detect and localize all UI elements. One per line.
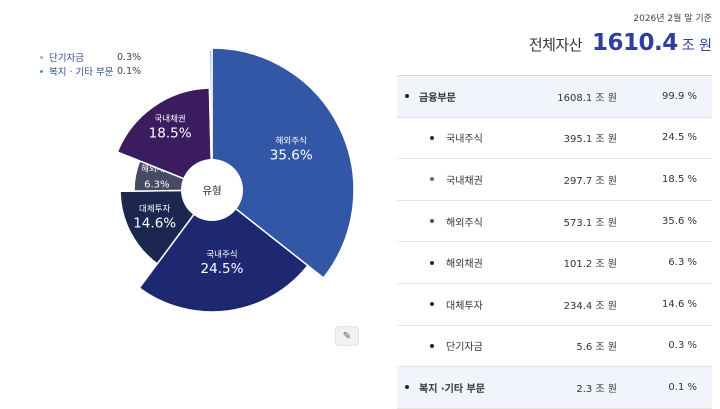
slice-value-label: 24.5%	[201, 261, 244, 277]
legend-dot-icon	[40, 55, 43, 59]
total-value: 1610.4	[592, 30, 678, 56]
row-name-cell: 해외채권	[397, 255, 507, 270]
row-name: 금융부문	[419, 92, 456, 104]
row-amount: 395.1 조 원	[563, 134, 617, 146]
legend-value: 0.3%	[117, 51, 142, 63]
row-amount: 573.1 조 원	[563, 217, 617, 229]
row-amount: 5.6 조 원	[576, 342, 617, 354]
table-row: 해외채권 101.2 조 원 6.3 %	[397, 242, 712, 284]
row-amount: 234.4 조 원	[563, 300, 617, 312]
row-name-cell: 대체투자	[397, 297, 507, 312]
row-percent: 0.3 %	[668, 340, 697, 352]
row-name: 복지 ·기타 부문	[419, 383, 485, 395]
bullet-icon	[405, 94, 409, 99]
slice-label: 국내주식	[206, 250, 237, 260]
row-amount: 2.3 조 원	[576, 383, 617, 395]
center-label: 유형	[202, 185, 221, 197]
table-row: 국내채권 297.7 조 원 18.5 %	[397, 159, 712, 201]
legend-label: 복지 · 기타 부문	[49, 67, 114, 78]
bullet-icon	[430, 302, 434, 307]
table-row: 국내주식 395.1 조 원 24.5 %	[397, 118, 712, 160]
pie-slice[interactable]	[208, 49, 213, 191]
legend-item-short-term: 단기자금 0.3%	[40, 50, 141, 64]
table-row: 복지 ·기타 부문 2.3 조 원 0.1 %	[397, 367, 712, 409]
total-assets: 전체자산 1610.4 조 원	[529, 30, 712, 56]
slice-value-label: 18.5%	[149, 126, 192, 142]
row-name: 해외주식	[446, 217, 483, 229]
row-name-cell: 해외주식	[397, 214, 507, 229]
bullet-icon	[430, 343, 434, 348]
slice-label: 대체투자	[139, 203, 170, 214]
row-amount: 1608.1 조 원	[557, 92, 617, 104]
row-percent: 99.9 %	[662, 90, 697, 102]
legend-item-welfare: 복지 · 기타 부문 0.1%	[40, 64, 141, 78]
magic-wand-button[interactable]: ✎	[335, 326, 359, 346]
row-amount: 297.7 조 원	[563, 175, 617, 187]
total-label: 전체자산	[528, 36, 583, 54]
center-hole	[181, 159, 243, 221]
row-name-cell: 단기자금	[397, 338, 507, 353]
small-slices-legend: 단기자금 0.3% 복지 · 기타 부문 0.1%	[40, 50, 141, 78]
bullet-icon	[430, 260, 434, 265]
bullet-icon	[430, 219, 434, 224]
row-name: 단기자금	[446, 342, 483, 354]
pie-slice[interactable]	[211, 47, 355, 280]
bullet-icon	[430, 177, 434, 182]
bullet-icon	[430, 135, 434, 140]
slice-label: 해외채권	[141, 164, 172, 175]
row-percent: 18.5 %	[662, 173, 697, 185]
table-row: 대체투자 234.4 조 원 14.6 %	[397, 284, 712, 326]
row-amount: 101.2 조 원	[563, 259, 617, 271]
row-name: 대체투자	[446, 300, 483, 312]
row-name: 해외채권	[446, 259, 483, 271]
table-row: 금융부문 1608.1 조 원 99.9 %	[397, 76, 712, 118]
row-percent: 35.6 %	[662, 215, 697, 227]
row-name-cell: 국내채권	[397, 172, 507, 187]
row-percent: 14.6 %	[662, 298, 697, 310]
row-name-cell: 국내주식	[397, 130, 507, 145]
slice-label: 해외주식	[276, 136, 307, 147]
row-percent: 6.3 %	[668, 257, 697, 269]
table-row: 해외주식 573.1 조 원 35.6 %	[397, 201, 712, 243]
slice-value-label: 35.6%	[270, 148, 313, 164]
row-percent: 0.1 %	[668, 381, 697, 393]
asset-table: 금융부문 1608.1 조 원 99.9 % 국내주식 395.1 조 원 24.5 % 국…	[397, 75, 712, 409]
pie-slice[interactable]	[138, 188, 309, 313]
slice-value-label: 6.3%	[144, 180, 169, 191]
row-percent: 24.5 %	[662, 132, 697, 144]
legend-label: 단기자금	[49, 53, 84, 64]
table-row: 단기자금 5.6 조 원 0.3 %	[397, 326, 712, 368]
row-name-cell: 금융부문	[397, 89, 507, 104]
pie-slice[interactable]	[116, 87, 213, 192]
bullet-icon	[405, 385, 409, 390]
slice-label: 국내채권	[154, 114, 185, 125]
legend-value: 0.1%	[117, 65, 142, 77]
row-name: 국내채권	[446, 175, 483, 187]
row-name-cell: 복지 ·기타 부문	[397, 380, 507, 395]
row-name: 국내주식	[446, 134, 483, 146]
total-unit: 조 원	[681, 38, 712, 54]
slice-value-label: 14.6%	[133, 215, 176, 231]
legend-dot-icon	[40, 69, 43, 73]
magic-wand-icon: ✎	[342, 330, 352, 342]
as-of-date: 2026년 2월 말 기준	[633, 14, 712, 24]
